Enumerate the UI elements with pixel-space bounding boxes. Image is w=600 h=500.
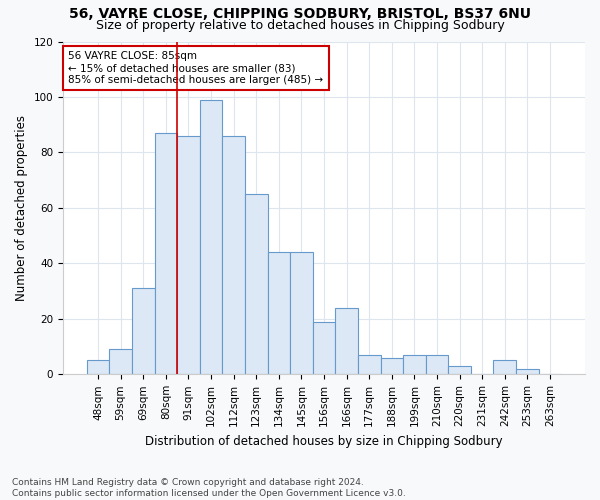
Bar bbox=[200, 100, 223, 374]
X-axis label: Distribution of detached houses by size in Chipping Sodbury: Distribution of detached houses by size … bbox=[145, 434, 503, 448]
Bar bbox=[403, 355, 425, 374]
Bar bbox=[516, 369, 539, 374]
Bar bbox=[223, 136, 245, 374]
Bar bbox=[268, 252, 290, 374]
Bar bbox=[290, 252, 313, 374]
Bar bbox=[245, 194, 268, 374]
Bar bbox=[109, 350, 132, 374]
Bar bbox=[87, 360, 109, 374]
Text: 56 VAYRE CLOSE: 85sqm
← 15% of detached houses are smaller (83)
85% of semi-deta: 56 VAYRE CLOSE: 85sqm ← 15% of detached … bbox=[68, 52, 323, 84]
Bar bbox=[448, 366, 471, 374]
Y-axis label: Number of detached properties: Number of detached properties bbox=[15, 115, 28, 301]
Bar bbox=[177, 136, 200, 374]
Bar bbox=[155, 133, 177, 374]
Text: Contains HM Land Registry data © Crown copyright and database right 2024.
Contai: Contains HM Land Registry data © Crown c… bbox=[12, 478, 406, 498]
Bar bbox=[132, 288, 155, 374]
Bar bbox=[313, 322, 335, 374]
Bar bbox=[358, 355, 380, 374]
Bar bbox=[335, 308, 358, 374]
Bar bbox=[380, 358, 403, 374]
Text: Size of property relative to detached houses in Chipping Sodbury: Size of property relative to detached ho… bbox=[95, 18, 505, 32]
Text: 56, VAYRE CLOSE, CHIPPING SODBURY, BRISTOL, BS37 6NU: 56, VAYRE CLOSE, CHIPPING SODBURY, BRIST… bbox=[69, 8, 531, 22]
Bar bbox=[493, 360, 516, 374]
Bar bbox=[425, 355, 448, 374]
